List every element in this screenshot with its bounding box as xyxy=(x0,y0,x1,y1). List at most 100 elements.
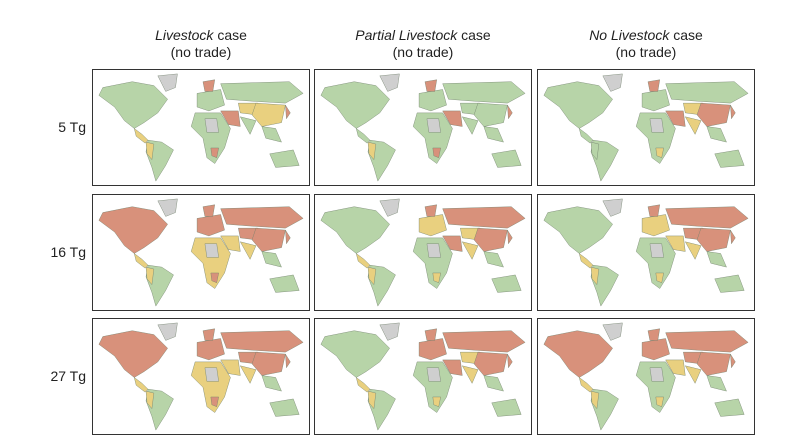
column-title: No Livestock case (no trade) xyxy=(535,27,757,61)
region-me xyxy=(442,235,463,252)
region-af2 xyxy=(426,367,441,382)
column-title: Partial Livestock case (no trade) xyxy=(312,27,534,61)
region-jp xyxy=(730,229,736,245)
region-sc xyxy=(424,328,437,341)
region-ca xyxy=(133,376,149,393)
region-gl xyxy=(379,73,400,92)
region-na xyxy=(98,206,168,254)
region-me xyxy=(220,110,241,127)
region-me xyxy=(220,235,241,252)
region-sea xyxy=(261,126,282,143)
region-na xyxy=(320,206,390,254)
region-eu xyxy=(641,89,670,112)
region-sea xyxy=(261,375,282,392)
region-cn xyxy=(696,227,731,252)
region-ru xyxy=(442,81,526,104)
region-jp xyxy=(285,104,291,120)
world-map xyxy=(543,198,749,307)
region-af xyxy=(635,237,676,289)
region-af3 xyxy=(210,272,219,283)
region-af2 xyxy=(649,367,664,382)
region-gl xyxy=(602,73,623,92)
region-cn xyxy=(473,102,508,127)
region-af xyxy=(190,112,231,164)
region-eu xyxy=(418,338,447,361)
region-sea xyxy=(706,251,727,268)
region-ca xyxy=(578,376,594,393)
world-map xyxy=(543,322,749,431)
column-title-italic: Livestock xyxy=(155,27,214,43)
world-map xyxy=(98,73,304,182)
region-sea xyxy=(706,375,727,392)
region-jp xyxy=(507,229,513,245)
region-eu xyxy=(196,338,225,361)
row-label: 27 Tg xyxy=(50,368,86,384)
map-panel xyxy=(314,69,532,186)
region-in xyxy=(684,241,702,260)
column-subtitle: (no trade) xyxy=(615,44,677,60)
region-af2 xyxy=(426,118,441,133)
region-af xyxy=(412,112,453,164)
region-ru xyxy=(665,206,749,229)
region-na xyxy=(98,81,168,129)
region-eu xyxy=(418,89,447,112)
region-af3 xyxy=(210,396,219,407)
region-cn xyxy=(251,351,286,376)
region-eu xyxy=(641,214,670,237)
region-sa2 xyxy=(590,141,600,161)
region-au xyxy=(269,398,300,417)
region-sa2 xyxy=(590,266,600,286)
column-title-italic: Partial Livestock xyxy=(355,27,458,43)
region-in xyxy=(239,365,257,384)
region-na xyxy=(98,330,168,378)
region-sa2 xyxy=(367,141,377,161)
region-cn xyxy=(473,351,508,376)
region-sa2 xyxy=(145,266,155,286)
region-af xyxy=(635,112,676,164)
region-sc xyxy=(647,79,660,92)
region-au xyxy=(491,398,522,417)
region-cn xyxy=(473,227,508,252)
region-in xyxy=(684,365,702,384)
region-sa2 xyxy=(145,390,155,410)
region-af2 xyxy=(204,367,219,382)
column-title-rest: case xyxy=(669,27,703,43)
region-ru xyxy=(665,81,749,104)
region-ca xyxy=(355,376,371,393)
region-jp xyxy=(285,353,291,369)
region-gl xyxy=(379,198,400,217)
region-af3 xyxy=(432,396,441,407)
region-sc xyxy=(647,204,660,217)
region-me xyxy=(665,359,686,376)
region-ru xyxy=(220,81,304,104)
region-ru xyxy=(442,206,526,229)
region-in xyxy=(684,116,702,135)
map-panel xyxy=(92,194,310,311)
region-ca xyxy=(578,127,594,144)
region-ru xyxy=(220,206,304,229)
region-eu xyxy=(641,338,670,361)
region-in xyxy=(239,116,257,135)
column-subtitle: (no trade) xyxy=(392,44,454,60)
world-map xyxy=(320,322,526,431)
world-map xyxy=(320,198,526,307)
region-au xyxy=(714,398,745,417)
column-title-rest: case xyxy=(213,27,247,43)
region-af3 xyxy=(655,272,664,283)
region-eu xyxy=(196,214,225,237)
region-ru xyxy=(665,330,749,353)
region-sc xyxy=(202,204,215,217)
region-jp xyxy=(285,229,291,245)
region-na xyxy=(320,81,390,129)
region-gl xyxy=(157,198,178,217)
region-gl xyxy=(379,322,400,341)
region-sa2 xyxy=(145,141,155,161)
region-au xyxy=(269,149,300,168)
region-cn xyxy=(251,227,286,252)
row-label: 5 Tg xyxy=(58,119,86,135)
map-panel xyxy=(92,318,310,435)
region-sc xyxy=(647,328,660,341)
region-af3 xyxy=(432,272,441,283)
region-af xyxy=(635,361,676,413)
region-gl xyxy=(602,198,623,217)
